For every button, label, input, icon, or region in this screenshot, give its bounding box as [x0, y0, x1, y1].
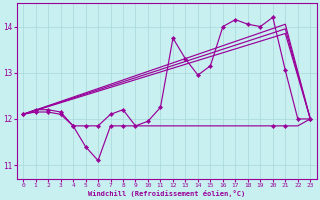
X-axis label: Windchill (Refroidissement éolien,°C): Windchill (Refroidissement éolien,°C)	[88, 190, 245, 197]
